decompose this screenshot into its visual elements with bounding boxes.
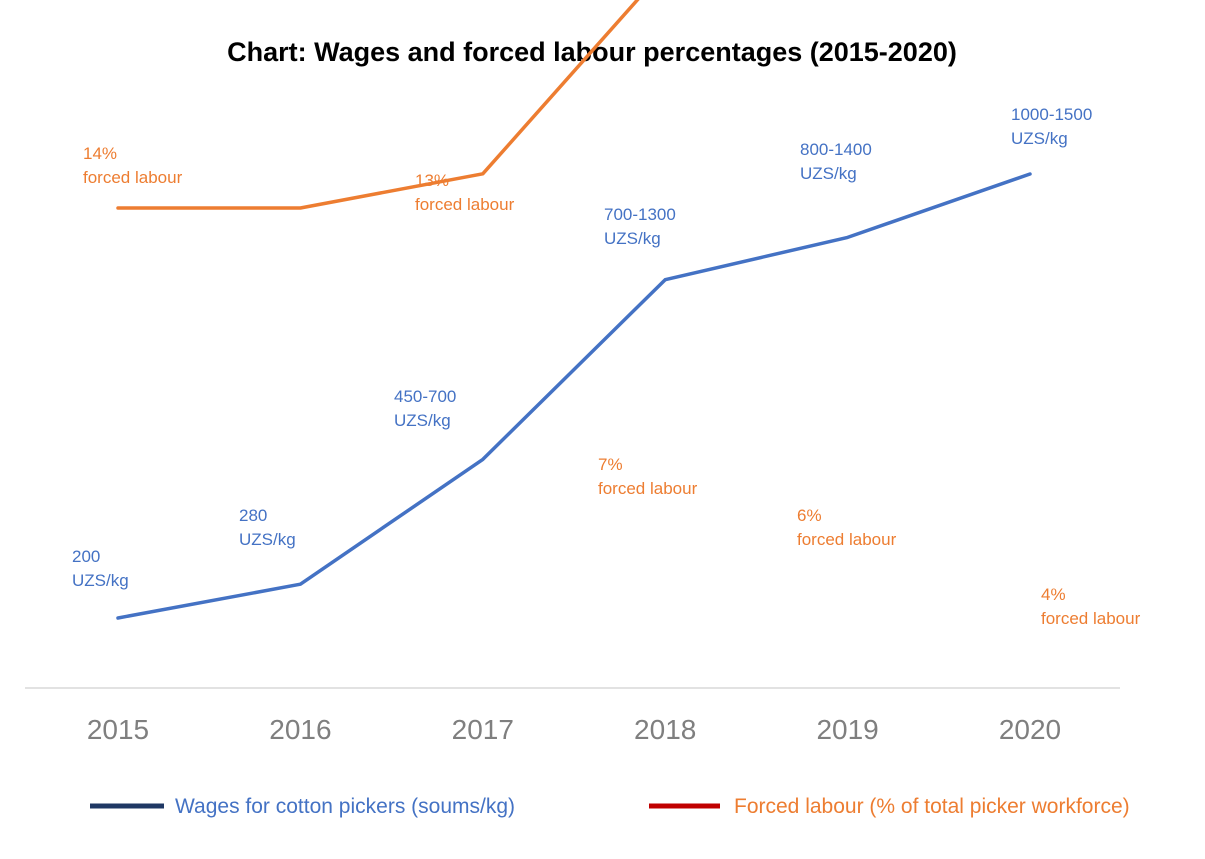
- forced-labour-label-2015: 14% forced labour: [83, 144, 183, 187]
- wages-line: [116, 172, 1032, 620]
- forced-labour-label-2020: 4% forced labour: [1041, 585, 1141, 628]
- x-tick-2019: 2019: [816, 714, 878, 745]
- x-tick-2017: 2017: [452, 714, 514, 745]
- series-lines: [116, 0, 1032, 620]
- data-labels: 200 UZS/kg 280 UZS/kg 450-700 UZS/kg 700-1300 U…: [72, 105, 1141, 628]
- wages-label-2016: 280 UZS/kg: [239, 506, 296, 549]
- forced-labour-label-2017: 13% forced labour: [415, 171, 515, 214]
- wages-label-2019: 800-1400 UZS/kg: [800, 140, 872, 183]
- wages-label-2018: 700-1300 UZS/kg: [604, 205, 676, 248]
- wages-label-2015: 200 UZS/kg: [72, 547, 129, 590]
- legend: Wages for cotton pickers (soums/kg) Force…: [90, 795, 1130, 818]
- x-tick-2015: 2015: [87, 714, 149, 745]
- wages-label-2020: 1000-1500 UZS/kg: [1011, 105, 1092, 148]
- forced-labour-legend-label: Forced labour (% of total picker workfor…: [734, 795, 1130, 818]
- x-tick-2018: 2018: [634, 714, 696, 745]
- forced-labour-label-2019: 6% forced labour: [797, 506, 897, 549]
- wages-label-2017: 450-700 UZS/kg: [394, 387, 456, 430]
- forced-labour-label-2018: 7% forced labour: [598, 455, 698, 498]
- x-tick-2016: 2016: [269, 714, 331, 745]
- x-axis-ticks: 2015 2016 2017 2018 2019 2020: [87, 714, 1061, 745]
- wages-legend-label: Wages for cotton pickers (soums/kg): [175, 795, 515, 818]
- x-tick-2020: 2020: [999, 714, 1061, 745]
- forced-labour-line: [116, 0, 640, 210]
